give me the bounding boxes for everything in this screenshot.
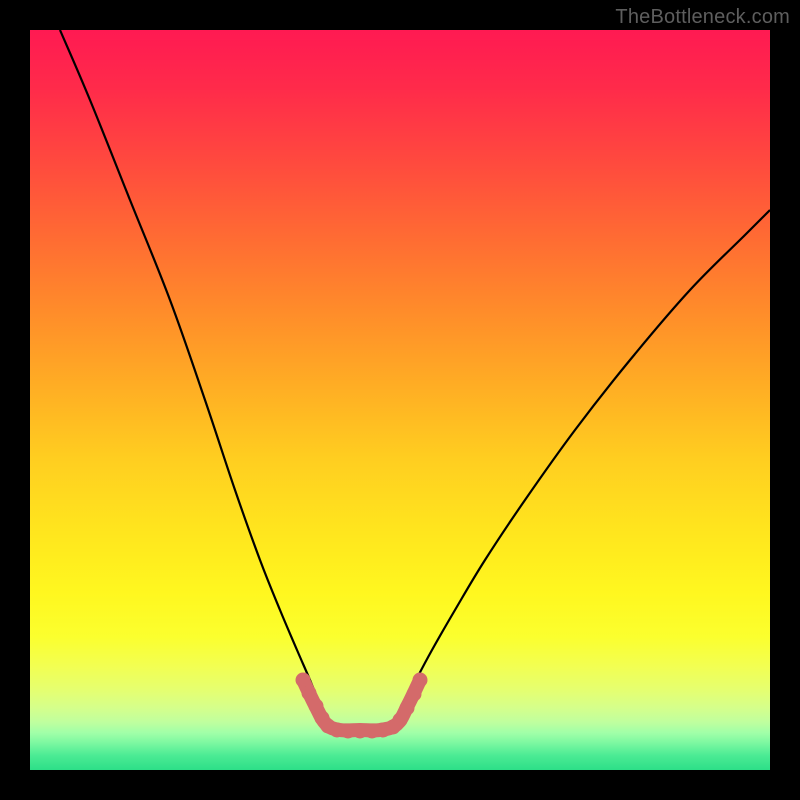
chart-svg [30,30,770,770]
marker-dot [302,686,317,701]
gradient-background [30,30,770,770]
watermark-text: TheBottleneck.com [615,6,790,29]
marker-dot [407,687,422,702]
marker-dot [400,701,415,716]
marker-dot [413,673,428,688]
marker-dot [296,673,311,688]
plot-area [30,30,770,770]
